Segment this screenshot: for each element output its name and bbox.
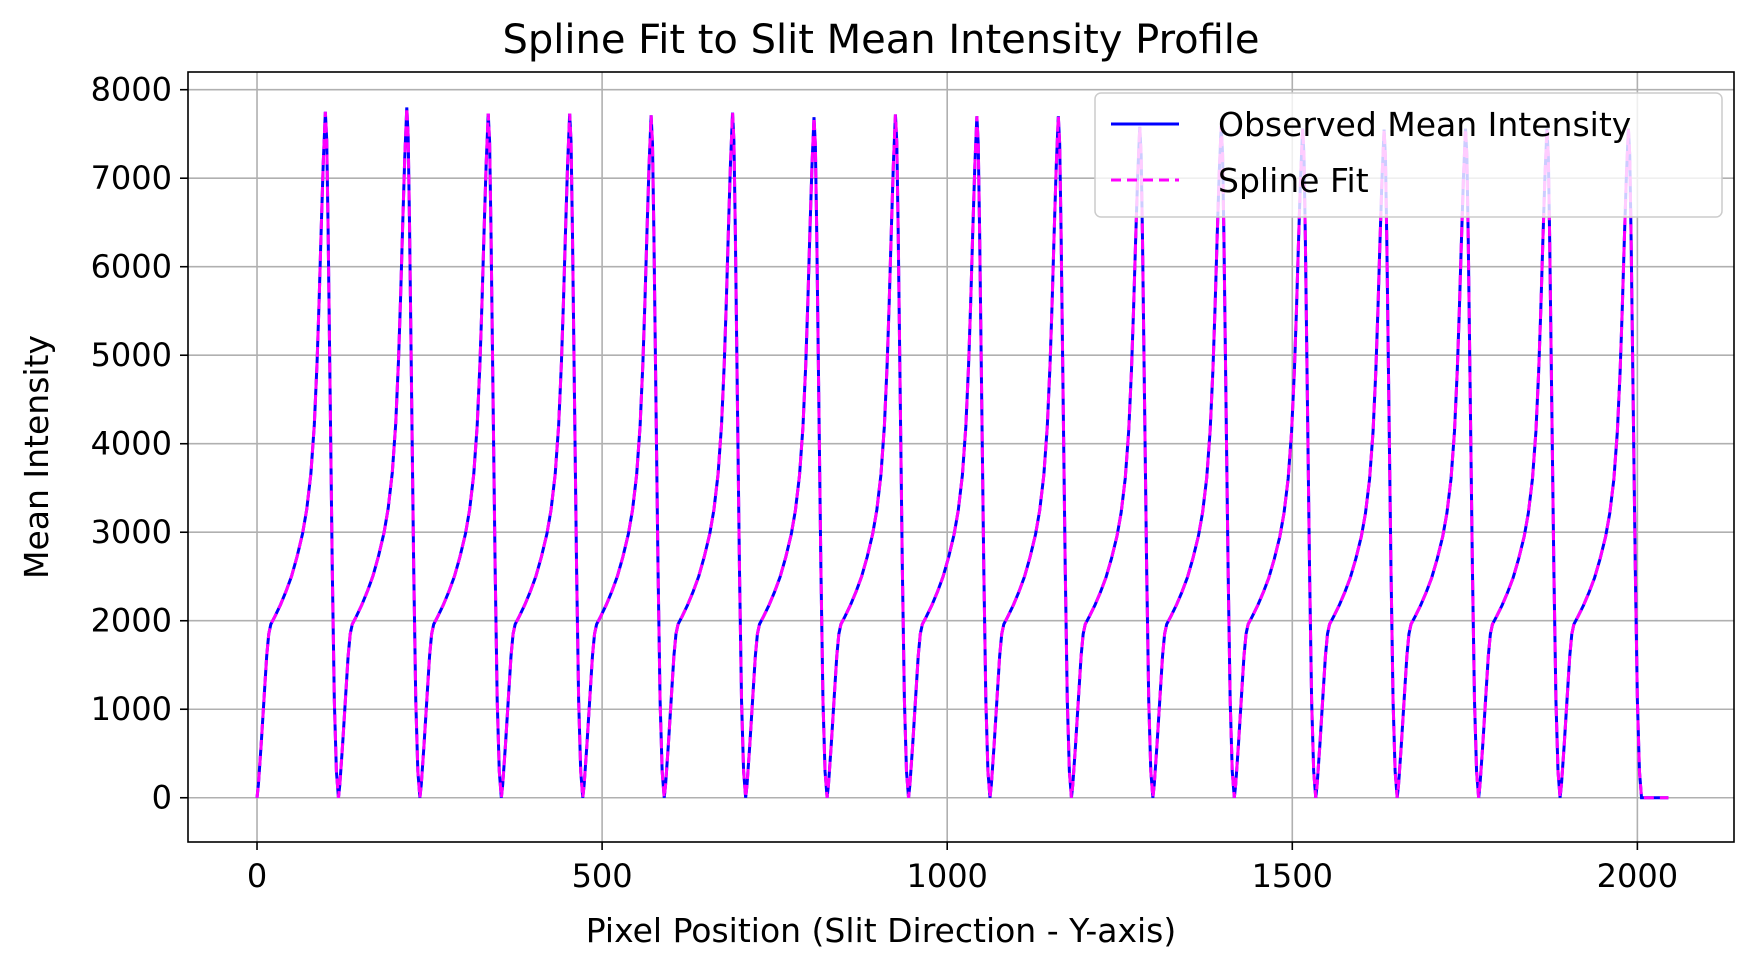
y-axis-ticks: 0 1000 2000 3000 4000 5000 6000 7000 8000	[91, 71, 188, 817]
x-tick-label: 0	[247, 857, 267, 895]
y-tick-label: 8000	[91, 71, 172, 109]
legend-observed-label: Observed Mean Intensity	[1218, 105, 1631, 144]
grid	[188, 72, 1734, 842]
x-axis-label: Pixel Position (Slit Direction - Y-axis)	[586, 911, 1177, 950]
x-tick-label: 2000	[1597, 857, 1678, 895]
y-tick-label: 0	[152, 779, 172, 817]
legend-spline-label: Spline Fit	[1218, 161, 1369, 200]
y-tick-label: 6000	[91, 248, 172, 286]
x-tick-label: 1500	[1252, 857, 1333, 895]
y-tick-label: 5000	[91, 336, 172, 374]
x-axis-ticks: 0 500 1000 1500 2000	[247, 842, 1678, 895]
series-layer	[255, 107, 1669, 800]
chart-title: Spline Fit to Slit Mean Intensity Profil…	[502, 17, 1259, 63]
x-tick-label: 500	[572, 857, 633, 895]
spline-fit-line	[255, 107, 1669, 800]
legend: Observed Mean Intensity Spline Fit	[1094, 92, 1723, 218]
x-tick-label: 1000	[906, 857, 987, 895]
y-tick-label: 3000	[91, 513, 172, 551]
plot-frame	[187, 71, 1735, 843]
y-tick-label: 2000	[91, 602, 172, 640]
y-axis-label: Mean Intensity	[17, 335, 56, 579]
y-tick-label: 7000	[91, 159, 172, 197]
y-tick-label: 1000	[91, 690, 172, 728]
legend-box	[1094, 92, 1723, 218]
y-tick-label: 4000	[91, 425, 172, 463]
